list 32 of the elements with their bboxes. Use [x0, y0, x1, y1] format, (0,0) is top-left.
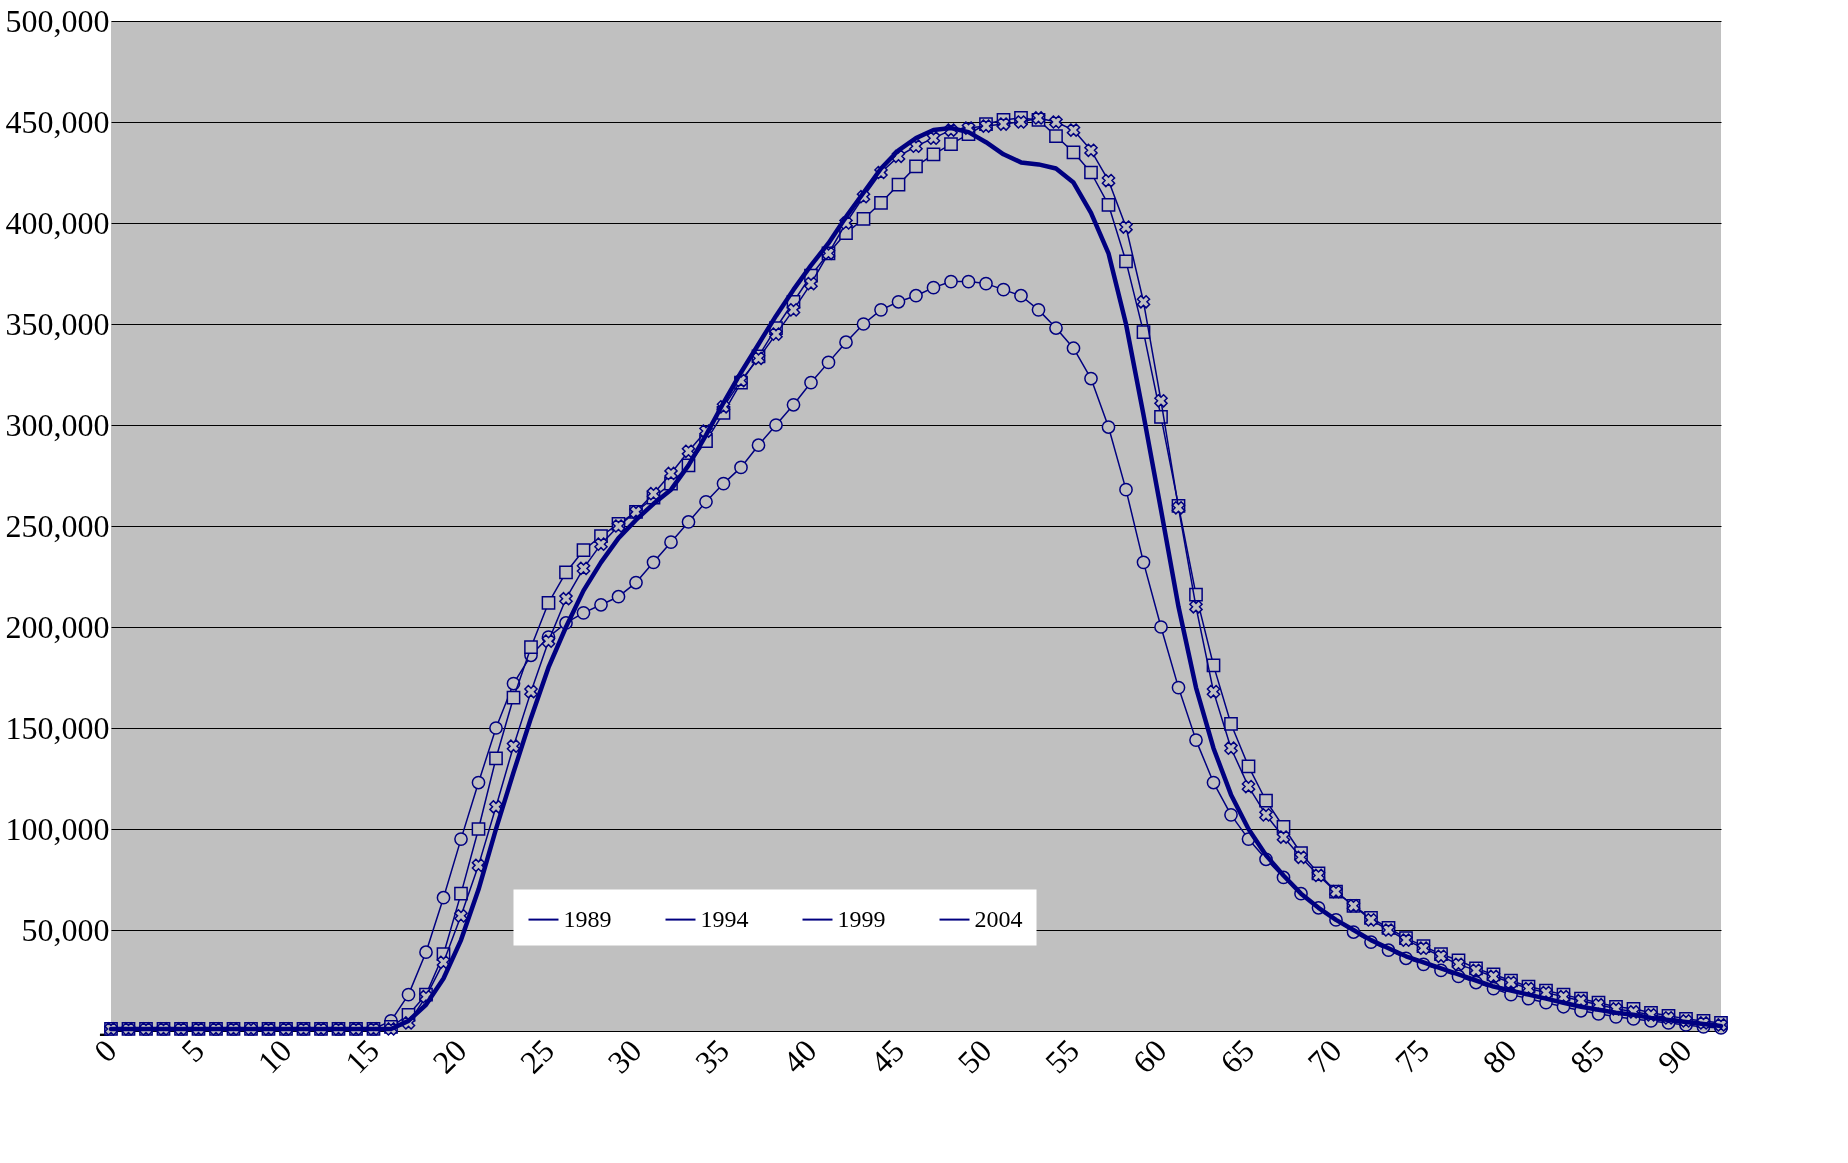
x-tick-label: 60 [1125, 1032, 1174, 1081]
x-tick-label: 55 [1037, 1032, 1087, 1081]
y-tick-label: 50,000 [21, 911, 110, 948]
x-tick-label: 40 [775, 1032, 824, 1081]
x-tick-label: 50 [950, 1032, 999, 1081]
x-tick-label: 85 [1562, 1032, 1612, 1081]
x-tick-label: 80 [1475, 1032, 1524, 1081]
y-tick-label: 100,000 [5, 810, 110, 847]
x-tick-label: 65 [1212, 1032, 1262, 1081]
y-tick-label: 500,000 [5, 2, 110, 39]
x-tick-label: 15 [337, 1032, 387, 1081]
x-tick-label: 10 [250, 1032, 299, 1081]
x-tick-label: 35 [687, 1032, 737, 1081]
y-tick-label: 200,000 [5, 608, 110, 645]
y-tick-label: 400,000 [5, 204, 110, 241]
y-tick-label: 350,000 [5, 305, 110, 342]
x-tick-label: 90 [1650, 1032, 1699, 1081]
x-tick-label: 30 [600, 1032, 649, 1081]
x-tick-label: 45 [862, 1032, 912, 1081]
y-tick-label: 250,000 [5, 507, 110, 544]
x-tick-label: 5 [174, 1032, 212, 1069]
x-tick-label: 25 [512, 1032, 562, 1081]
legend-label: 1999 [837, 905, 886, 932]
y-tick-label: 300,000 [5, 406, 110, 443]
x-tick-label: 70 [1300, 1032, 1349, 1081]
x-tick-label: 75 [1387, 1032, 1437, 1081]
x-tick-label: 20 [425, 1032, 474, 1081]
y-tick-label: 450,000 [5, 103, 110, 140]
legend-label: 1994 [700, 905, 749, 932]
legend-label: 1989 [563, 905, 612, 932]
y-tick-label: 150,000 [5, 709, 110, 746]
legend-label: 2004 [974, 905, 1023, 932]
